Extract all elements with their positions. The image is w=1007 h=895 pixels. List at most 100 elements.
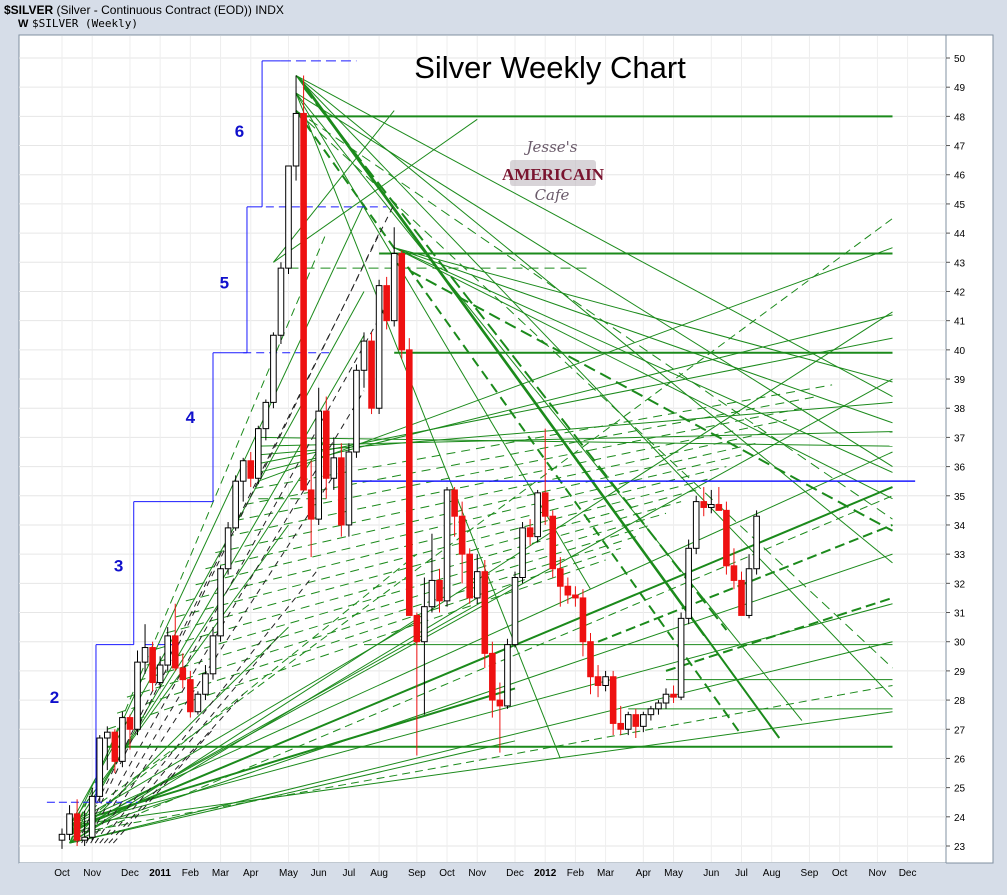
candle-body bbox=[247, 460, 255, 479]
candle-body bbox=[557, 568, 564, 587]
candle-body bbox=[421, 606, 428, 643]
candle bbox=[232, 475, 239, 531]
candle-body bbox=[232, 480, 239, 529]
candle-body bbox=[292, 112, 300, 167]
candle bbox=[375, 279, 383, 415]
candle bbox=[307, 460, 315, 558]
candle bbox=[239, 457, 247, 502]
candle-body bbox=[239, 460, 247, 482]
candle-body bbox=[375, 285, 383, 409]
y-tick-label: 49 bbox=[954, 83, 966, 94]
fan-line bbox=[597, 524, 893, 643]
candle bbox=[277, 262, 285, 345]
wave-label: 2 bbox=[50, 688, 59, 707]
candle bbox=[670, 685, 677, 703]
candle-body bbox=[579, 597, 587, 643]
candle bbox=[126, 714, 134, 750]
candle-body bbox=[262, 401, 270, 430]
y-tick-label: 24 bbox=[954, 813, 966, 824]
fan-line bbox=[394, 247, 893, 383]
y-tick-label: 48 bbox=[954, 112, 966, 123]
fan-line bbox=[295, 92, 803, 721]
candle bbox=[141, 624, 149, 674]
y-tick-label: 27 bbox=[954, 725, 966, 736]
fan-line bbox=[107, 559, 606, 730]
x-tick-label: Aug bbox=[763, 868, 781, 879]
fan-line bbox=[69, 437, 327, 835]
candle bbox=[406, 338, 413, 616]
candle-body bbox=[670, 693, 677, 698]
x-tick-label: Feb bbox=[182, 868, 200, 879]
fan-line bbox=[273, 118, 478, 263]
candle bbox=[443, 487, 451, 607]
x-tick-label: Feb bbox=[567, 868, 585, 879]
candle-body bbox=[715, 504, 723, 511]
candle bbox=[338, 443, 345, 537]
fan-line bbox=[69, 711, 893, 827]
candle-body bbox=[451, 489, 458, 517]
x-tick-label: Jun bbox=[311, 868, 327, 879]
candle bbox=[519, 522, 526, 584]
fan-line bbox=[295, 75, 893, 397]
candle-body bbox=[111, 731, 119, 762]
candle-body bbox=[300, 112, 307, 491]
y-tick-label: 30 bbox=[954, 638, 966, 649]
candle bbox=[187, 670, 194, 718]
candle-body bbox=[277, 267, 285, 336]
candle bbox=[104, 726, 111, 771]
description-label: (Silver - Continuous Contract (EOD)) bbox=[56, 3, 252, 17]
x-tick-label: Jul bbox=[343, 868, 356, 879]
candle bbox=[745, 554, 753, 619]
candle bbox=[458, 501, 466, 584]
fan-line bbox=[234, 407, 802, 522]
candle bbox=[164, 627, 171, 671]
candle bbox=[617, 705, 625, 736]
candle-body bbox=[149, 647, 156, 684]
fan-line bbox=[91, 687, 516, 818]
candle-body bbox=[285, 165, 292, 269]
x-tick-label: 2011 bbox=[149, 868, 171, 879]
candle bbox=[594, 665, 602, 698]
candle bbox=[572, 586, 579, 607]
candle-body bbox=[609, 676, 617, 724]
candle-body bbox=[466, 553, 473, 599]
candle-body bbox=[307, 489, 315, 520]
candle bbox=[624, 711, 632, 736]
fan-line bbox=[69, 626, 289, 844]
y-axis: 23 24 25 26 27 28 29 30 31 32 33 34 35 36 37 38 39 40 41 42… bbox=[946, 54, 966, 853]
y-tick-label: 31 bbox=[954, 609, 966, 620]
fan-line bbox=[69, 740, 516, 844]
candle-body bbox=[587, 641, 594, 678]
candle bbox=[270, 332, 277, 409]
candle-body bbox=[511, 576, 519, 646]
fan-line bbox=[185, 466, 727, 602]
y-tick-label: 40 bbox=[954, 346, 966, 357]
x-tick-label: Sep bbox=[801, 868, 819, 879]
candle bbox=[753, 510, 760, 575]
y-tick-label: 28 bbox=[954, 696, 966, 707]
x-tick-label: Jul bbox=[735, 868, 748, 879]
y-tick-label: 47 bbox=[954, 142, 966, 153]
candle-body bbox=[624, 714, 632, 730]
candle-body bbox=[390, 253, 398, 322]
candle bbox=[730, 548, 738, 590]
level-lines bbox=[46, 60, 916, 803]
candle bbox=[66, 805, 73, 841]
y-tick-label: 44 bbox=[954, 229, 966, 240]
candle bbox=[632, 708, 640, 739]
y-tick-label: 29 bbox=[954, 667, 966, 678]
candle-body bbox=[594, 676, 602, 686]
fan-line bbox=[69, 291, 365, 826]
candle bbox=[428, 533, 436, 613]
logo-line3: Cafe bbox=[535, 186, 570, 204]
candle bbox=[481, 559, 489, 668]
fan-line bbox=[665, 596, 893, 672]
x-tick-label: May bbox=[664, 868, 683, 879]
fan-line bbox=[116, 547, 621, 714]
candle-body bbox=[398, 253, 406, 351]
candle-body bbox=[443, 489, 451, 602]
candle-body bbox=[338, 457, 345, 526]
x-tick-label: Jun bbox=[703, 868, 719, 879]
candle bbox=[300, 75, 307, 491]
candle bbox=[88, 787, 96, 841]
